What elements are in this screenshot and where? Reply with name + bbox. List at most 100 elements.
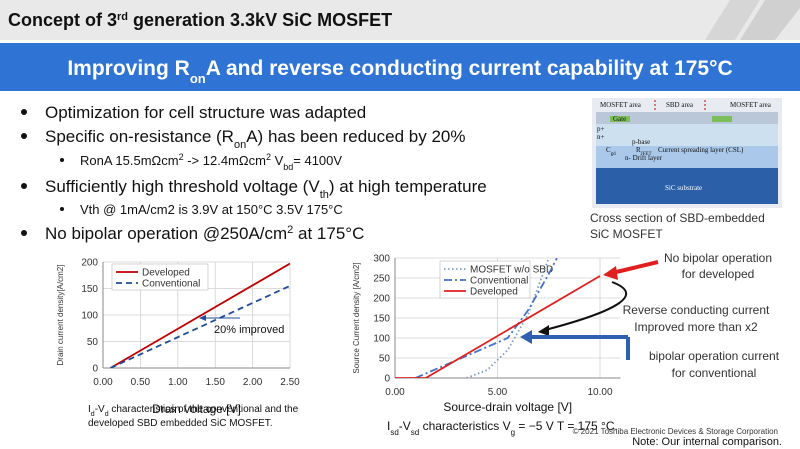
bullet-part: ) at high temperature bbox=[329, 177, 487, 196]
bullet-part: No bipolar operation @250A/cm bbox=[45, 224, 287, 243]
annotation: No bipolar operation bbox=[664, 251, 772, 265]
y-axis-label: Drain current density[A/cm2] bbox=[56, 265, 65, 366]
fig-label-sub: gd bbox=[611, 152, 617, 157]
caption-sub: d bbox=[91, 411, 95, 418]
fig-label: MOSFET area bbox=[600, 101, 642, 109]
arrow-head bbox=[603, 266, 618, 280]
gate bbox=[712, 116, 732, 122]
copyright: © 2021 Toshiba Electronic Devices & Stor… bbox=[573, 427, 778, 436]
bullets: Optimization for cell structure was adap… bbox=[21, 103, 487, 243]
footnote: Note: Our internal comparison. bbox=[632, 436, 782, 448]
annotation: Reverse conducting current bbox=[623, 303, 770, 317]
banner-part: A and reverse conducting current capabil… bbox=[206, 57, 733, 80]
bullet-part: RonA 15.5mΩcm bbox=[80, 153, 179, 168]
sub-bullet: RonA 15.5mΩcm2 -> 12.4mΩcm2 Vbd= 4100V bbox=[80, 152, 342, 172]
arrow-head bbox=[538, 325, 549, 336]
bullet: Sufficiently high threshold voltage (Vth… bbox=[45, 177, 487, 201]
chart-caption: developed SBD embedded SiC MOSFET. bbox=[88, 418, 273, 429]
y-tick-label: 0 bbox=[92, 364, 98, 375]
p-region bbox=[596, 124, 778, 146]
bullet-dot bbox=[21, 183, 27, 189]
banner-sub: on bbox=[190, 71, 206, 86]
y-axis-label: Source Current density [A/cm2] bbox=[352, 262, 361, 373]
bullet-dot bbox=[21, 133, 27, 139]
y-tick-label: 0 bbox=[384, 374, 390, 385]
fig-label: Gate bbox=[613, 115, 626, 123]
fig-label: MOSFET area bbox=[730, 101, 772, 109]
fig-label: RJFET bbox=[636, 146, 652, 157]
bullet-sup: 2 bbox=[287, 224, 293, 236]
chart-caption: Isd-Vsd characteristics Vg = −5 V T = 17… bbox=[387, 419, 618, 437]
annotation: bipolar operation current bbox=[649, 349, 780, 363]
fig-label: Current spreading layer (CSL) bbox=[658, 146, 744, 154]
series-line bbox=[110, 262, 290, 368]
caption-part: I bbox=[387, 419, 390, 433]
fig-label: SBD area bbox=[666, 101, 694, 109]
bullet: Specific on-resistance (RonA) has been r… bbox=[45, 127, 465, 151]
x-tick-label: 0.00 bbox=[93, 377, 113, 388]
figure-caption: SiC MOSFET bbox=[590, 227, 663, 241]
caption-part: characteristics of the conventional and … bbox=[109, 404, 299, 415]
bullet-sub: bd bbox=[283, 162, 293, 172]
legend-label: Developed bbox=[470, 287, 518, 298]
x-tick-label: 1.50 bbox=[205, 377, 225, 388]
chart: 0 50 100 150 200 250 300 0.00 5.00 10.00 Source-dr… bbox=[352, 254, 621, 414]
y-tick-label: 200 bbox=[373, 294, 390, 305]
y-tick-label: 300 bbox=[373, 254, 390, 265]
annotation: 20% improved bbox=[214, 324, 284, 336]
fig-label-part: R bbox=[636, 146, 641, 154]
fig-label: p-base bbox=[632, 138, 650, 146]
y-tick-label: 250 bbox=[373, 274, 390, 285]
banner bbox=[0, 43, 800, 91]
arrow-head bbox=[199, 315, 206, 321]
bullet-sup: 2 bbox=[179, 152, 184, 162]
fig-label-part: C bbox=[606, 146, 611, 154]
banner-text: Improving RonA and reverse conducting cu… bbox=[67, 57, 732, 86]
banner-part: Improving R bbox=[67, 57, 190, 80]
slide-title: Concept of 3rd generation 3.3kV SiC MOSF… bbox=[8, 10, 392, 30]
x-tick-label: 0.50 bbox=[131, 377, 151, 388]
annotation: for conventional bbox=[672, 366, 757, 380]
cross-section: MOSFET area SBD area MOSFET area Gate p+… bbox=[590, 98, 782, 241]
fig-label: p+ bbox=[597, 125, 605, 133]
caption-sub: d bbox=[105, 411, 109, 418]
bullet-part: at 175°C bbox=[293, 224, 364, 243]
y-tick-label: 100 bbox=[373, 334, 390, 345]
y-tick-label: 150 bbox=[81, 284, 98, 295]
chart2-extras: No bipolar operation for developed Rever… bbox=[387, 251, 780, 437]
bullet: Optimization for cell structure was adap… bbox=[45, 103, 366, 122]
figure-caption: Cross section of SBD-embedded bbox=[590, 211, 765, 225]
y-tick-label: 200 bbox=[81, 258, 98, 269]
caption-part: I bbox=[88, 404, 91, 415]
title-sup: rd bbox=[117, 11, 128, 23]
title-part: generation 3.3kV SiC MOSFET bbox=[128, 10, 392, 30]
x-axis-label: Drain voltage [V] bbox=[152, 402, 241, 416]
caption-part: -V bbox=[95, 404, 105, 415]
legend-label: Conventional bbox=[142, 279, 200, 290]
charts: 0 50 100 150 200 0.00 0.50 1.00 1.50 2.00 2.50 Drai… bbox=[56, 254, 621, 417]
fig-label: n- Drift layer bbox=[625, 154, 663, 162]
series-line bbox=[110, 285, 290, 368]
bullet-part: Sufficiently high threshold voltage (V bbox=[45, 177, 320, 196]
chevron bbox=[740, 0, 800, 40]
chevron bbox=[705, 0, 760, 40]
title-part: Concept of 3 bbox=[8, 10, 117, 30]
y-tick-label: 150 bbox=[373, 314, 390, 325]
x-tick-label: 2.00 bbox=[243, 377, 263, 388]
x-tick-label: 1.00 bbox=[168, 377, 188, 388]
x-axis-label: Source-drain voltage [V] bbox=[443, 400, 572, 414]
x-tick-label: 5.00 bbox=[488, 387, 508, 398]
caption-sub: sd bbox=[411, 428, 419, 437]
caption-sub: sd bbox=[390, 428, 398, 437]
bullet-dot bbox=[21, 230, 27, 236]
y-tick-label: 50 bbox=[87, 337, 99, 348]
caption-part: characteristics V bbox=[419, 419, 510, 433]
caption-part: = −5 V T = 175 °C. bbox=[515, 419, 618, 433]
arrow-head bbox=[520, 330, 532, 344]
bullet-part: V bbox=[271, 153, 284, 168]
chart: 0 50 100 150 200 0.00 0.50 1.00 1.50 2.00 2.50 Drai… bbox=[56, 258, 300, 417]
caption-part: developed SBD embedded SiC MOSFET. bbox=[88, 418, 273, 429]
legend-label: Conventional bbox=[470, 276, 528, 287]
drift bbox=[596, 146, 778, 168]
